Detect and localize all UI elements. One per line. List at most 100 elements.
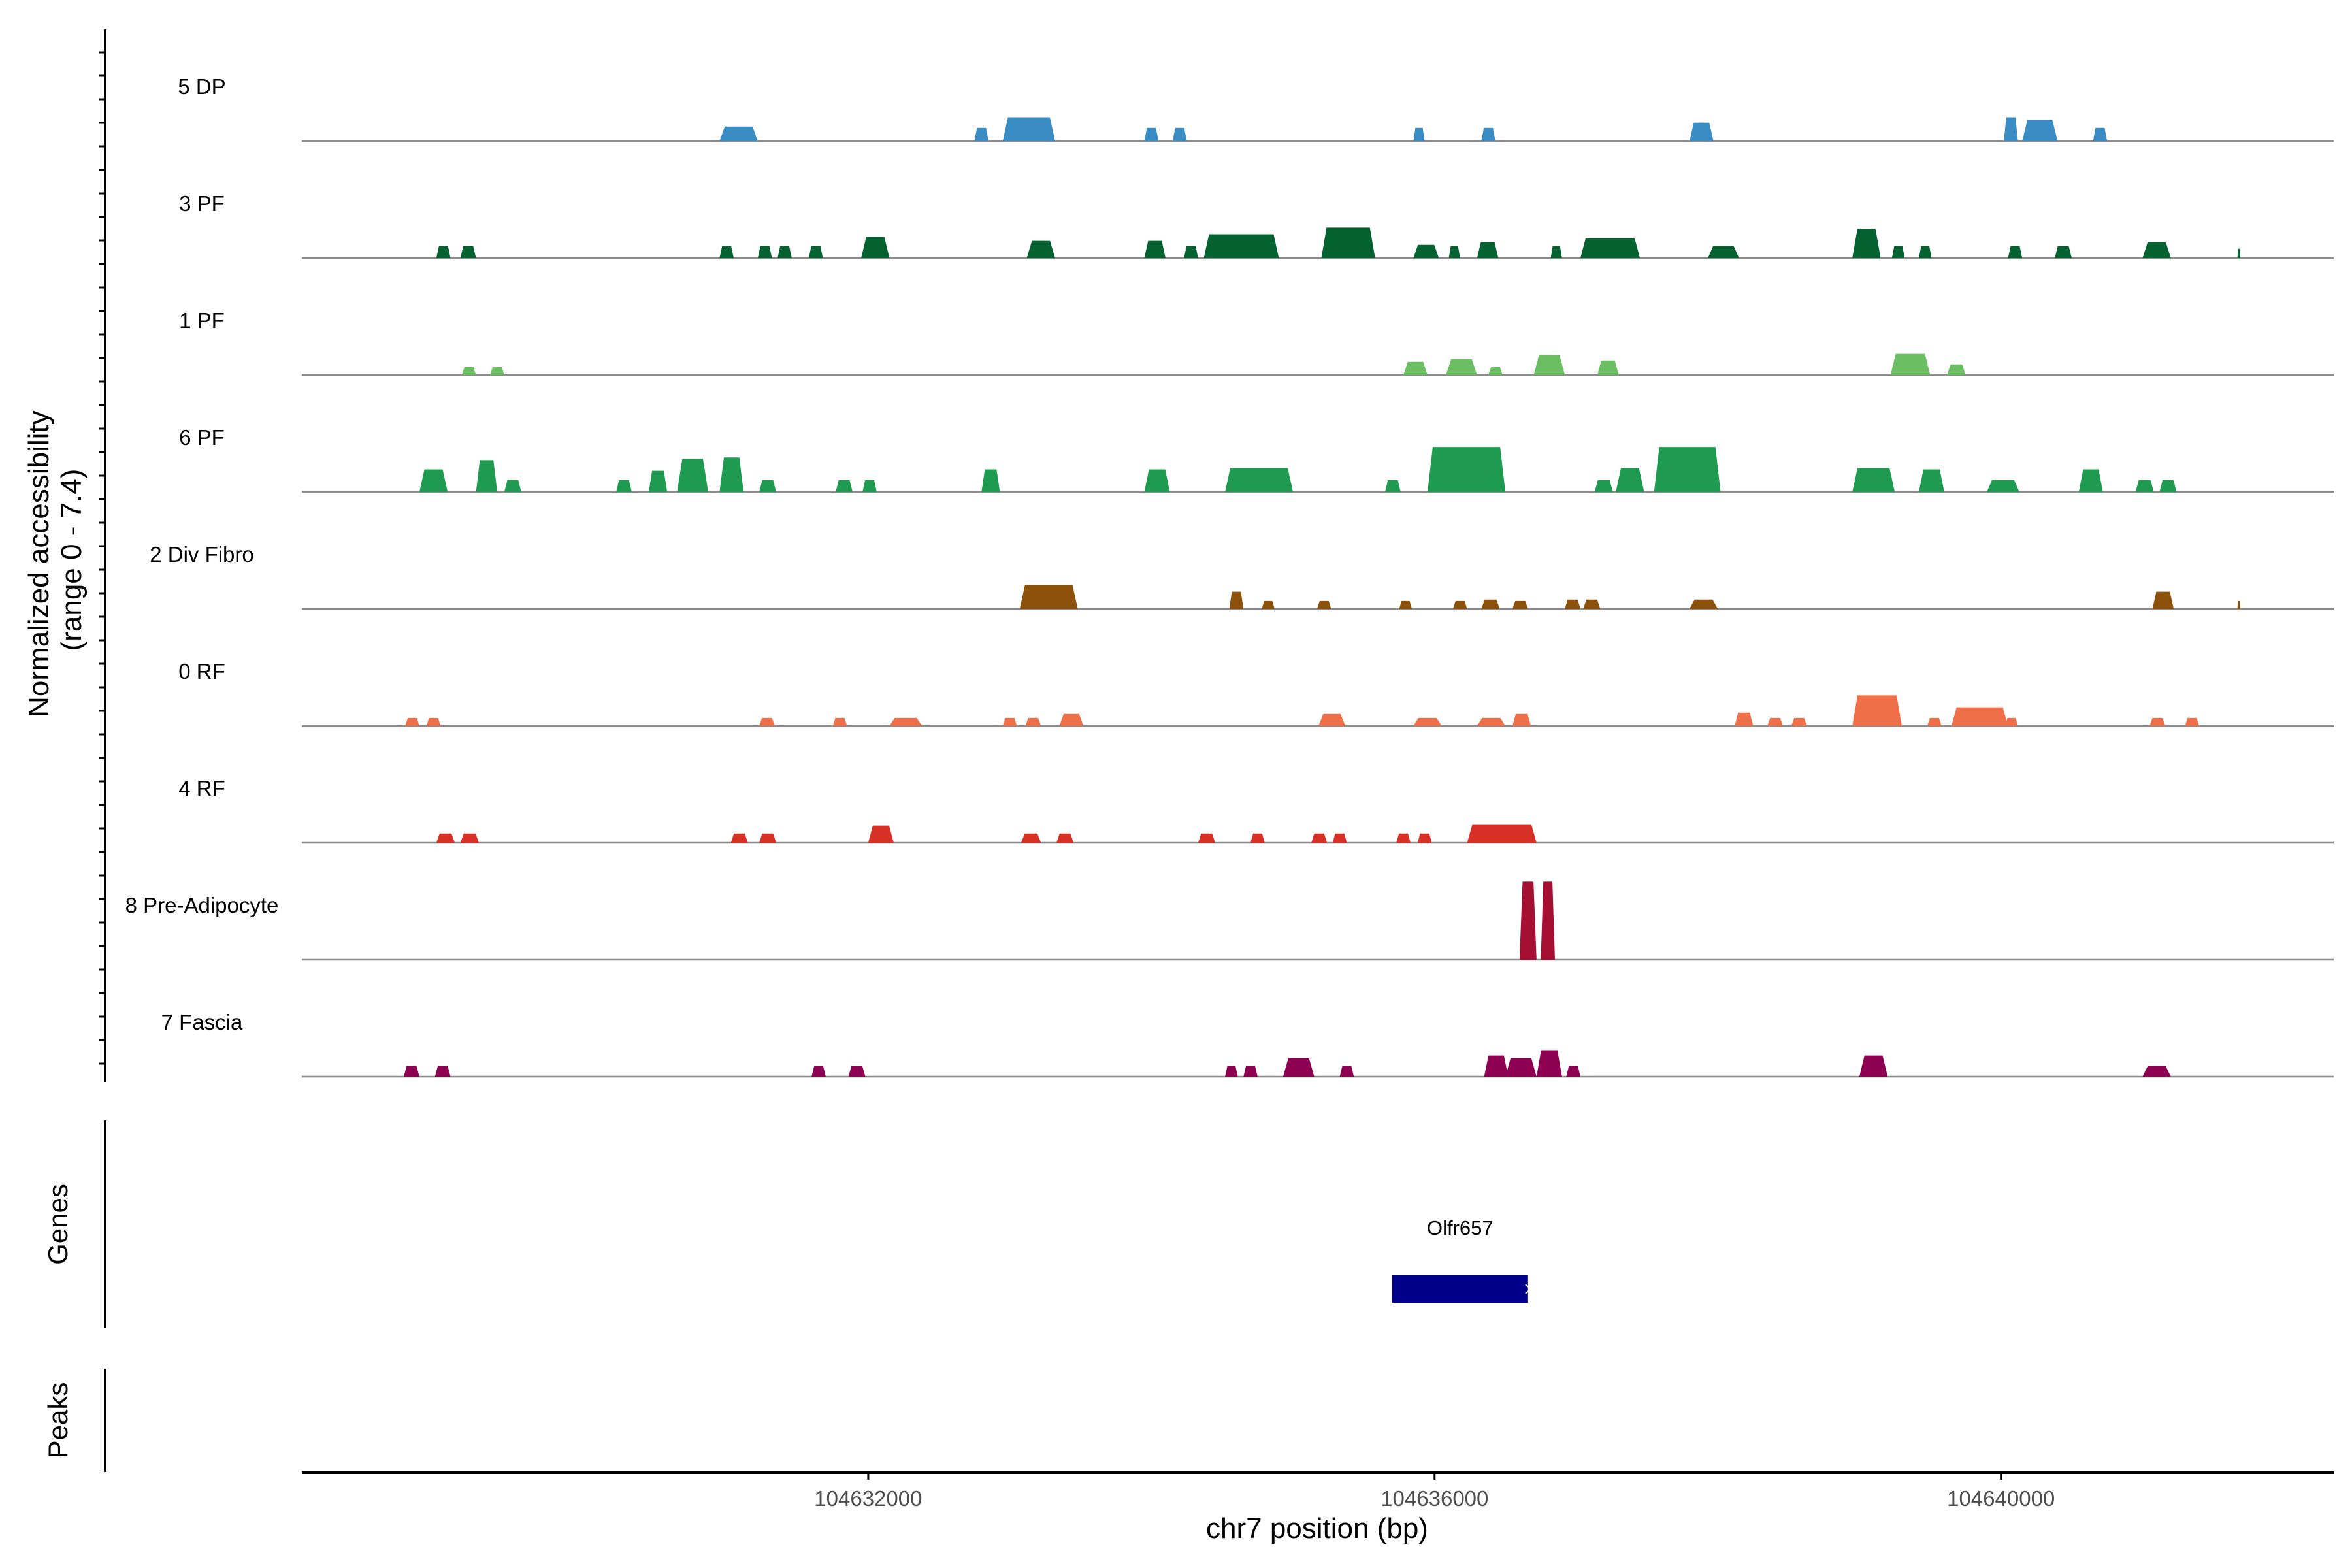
accessibility-peak (1056, 833, 1074, 843)
accessibility-peak (1403, 361, 1428, 375)
accessibility-peak (1417, 833, 1432, 843)
accessibility-peak (811, 1066, 826, 1077)
accessibility-peak (1767, 717, 1783, 726)
y-axis-title: Normalized accessibility (range 0 - 7.4) (23, 402, 88, 717)
accessibility-peak (1481, 127, 1495, 141)
track-2-div-fibro: 2 Div Fibro (150, 542, 2334, 610)
accessibility-peak (1550, 246, 1562, 258)
accessibility-peak (1512, 600, 1528, 609)
track-label-2-div-fibro: 2 Div Fibro (150, 542, 254, 566)
accessibility-peak (1852, 468, 1895, 492)
accessibility-peak (1025, 717, 1041, 726)
accessibility-peak (1144, 127, 1159, 141)
accessibility-peak (648, 470, 668, 492)
accessibility-peak (719, 457, 744, 492)
accessibility-peak (836, 480, 853, 492)
accessibility-peak (1019, 585, 1078, 609)
track-1-pf: 1 PF (179, 308, 2334, 376)
accessibility-peak (2008, 246, 2023, 258)
accessibility-peak (1566, 1066, 1581, 1077)
accessibility-peak (759, 833, 777, 843)
accessibility-peak (981, 469, 1000, 492)
x-axis-ticks: 104632000 104636000 104640000 (814, 1473, 2055, 1511)
accessibility-peak (1735, 712, 1754, 726)
accessibility-peak (1689, 122, 1714, 141)
accessibility-peak (719, 126, 758, 141)
accessibility-peak (1316, 600, 1331, 609)
accessibility-peak (1413, 244, 1439, 258)
gene-annotations: Olfr657 (1392, 1217, 1532, 1303)
accessibility-peak (868, 825, 894, 843)
accessibility-peak (757, 246, 772, 258)
accessibility-peak (1384, 480, 1401, 492)
accessibility-peak (1951, 707, 2008, 726)
gene-strand-arrow (1525, 1284, 1532, 1294)
x-axis-tick-label: 104632000 (814, 1486, 922, 1511)
accessibility-peak (1184, 246, 1198, 258)
accessibility-peak (1452, 600, 1467, 609)
accessibility-peak (808, 246, 823, 258)
accessibility-peak (1427, 447, 1506, 492)
accessibility-peak (1467, 824, 1537, 843)
accessibility-peak (1505, 1058, 1537, 1077)
genes-panel-label: Genes (42, 1184, 73, 1265)
accessibility-peak (490, 367, 504, 375)
accessibility-peak (719, 246, 734, 258)
accessibility-peak (2185, 717, 2200, 726)
accessibility-peak (1918, 246, 1932, 258)
accessibility-peak (1565, 599, 1581, 609)
accessibility-peak (1477, 717, 1506, 726)
accessibility-tracks: 5 DP 3 PF 1 PF 6 PF 2 Div Fibro 0 RF 4 RF 8 Pre… (125, 74, 2334, 1078)
accessibility-peak (1947, 364, 1966, 375)
accessibility-peak (1026, 240, 1055, 258)
accessibility-peak (1927, 717, 1942, 726)
accessibility-peak (460, 833, 479, 843)
peaks-panel-label: Peaks (42, 1382, 73, 1459)
accessibility-peak (848, 1066, 866, 1077)
track-5-dp: 5 DP (178, 74, 2334, 142)
accessibility-peak (2152, 591, 2174, 609)
accessibility-peak (2159, 480, 2177, 492)
accessibility-peak (1413, 127, 1425, 141)
accessibility-peak (436, 833, 455, 843)
accessibility-peak (862, 480, 877, 492)
accessibility-peak (832, 717, 847, 726)
track-label-1-pf: 1 PF (179, 308, 225, 333)
accessibility-peak (1262, 600, 1275, 609)
accessibility-peak (1203, 234, 1279, 258)
accessibility-peak (1918, 469, 1945, 492)
accessibility-peak (1580, 238, 1641, 258)
x-axis-tick-label: 104636000 (1380, 1486, 1488, 1511)
accessibility-peak (2078, 469, 2103, 492)
accessibility-peak (1488, 367, 1503, 375)
accessibility-peak (1002, 717, 1017, 726)
accessibility-peak (1536, 1050, 1562, 1077)
accessibility-peak (1708, 246, 1739, 258)
accessibility-peak (1396, 833, 1411, 843)
accessibility-peak (1890, 353, 1931, 375)
track-label-0-rf: 0 RF (178, 659, 225, 683)
accessibility-peak (1172, 127, 1187, 141)
accessibility-peak (1597, 360, 1619, 375)
accessibility-peak (1225, 468, 1294, 492)
accessibility-peak (1413, 717, 1442, 726)
accessibility-peak (1616, 468, 1644, 492)
accessibility-peak (616, 480, 632, 492)
accessibility-peak (1332, 833, 1347, 843)
accessibility-peak (1583, 599, 1601, 609)
accessibility-peak (1021, 833, 1041, 843)
accessibility-peak (2237, 600, 2240, 609)
accessibility-peak (1891, 246, 1905, 258)
track-4-rf: 4 RF (178, 776, 2334, 844)
accessibility-peak (2142, 242, 2171, 258)
accessibility-peak (861, 237, 890, 258)
track-label-5-dp: 5 DP (178, 74, 225, 99)
accessibility-peak (434, 1066, 451, 1077)
accessibility-peak (2237, 248, 2240, 258)
accessibility-peak (419, 469, 448, 492)
accessibility-peak (1225, 1066, 1238, 1077)
accessibility-y-ticks (99, 51, 105, 1065)
accessibility-peak (476, 460, 498, 492)
accessibility-peak (1059, 713, 1084, 726)
accessibility-peak (1987, 480, 2019, 492)
